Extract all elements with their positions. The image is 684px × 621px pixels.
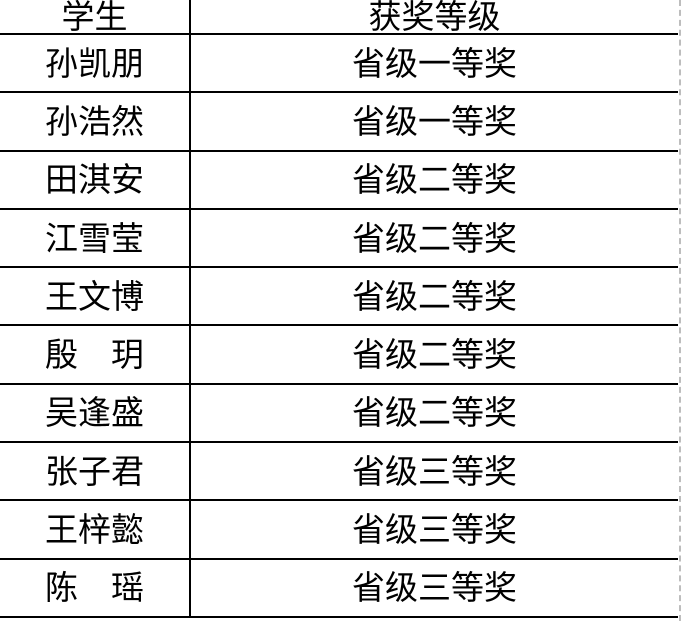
table-row: 吴逢盛 省级二等奖	[0, 383, 678, 443]
award-level-cell: 省级三等奖	[352, 451, 517, 491]
student-name-cell: 江雪莹	[0, 208, 191, 268]
table-row: 王文博 省级二等奖	[0, 267, 678, 326]
student-name-cell: 陈 瑶	[0, 558, 191, 617]
award-level-cell: 省级一等奖	[352, 101, 517, 141]
table-row: 江雪莹 省级二等奖	[0, 208, 678, 268]
table-row: 殷 玥 省级二等奖	[0, 325, 678, 384]
column-header-student: 学生	[0, 0, 191, 34]
award-level-cell: 省级二等奖	[352, 160, 517, 200]
table-row: 陈 瑶 省级三等奖	[0, 558, 678, 617]
table-row: 王梓懿 省级三等奖	[0, 500, 678, 559]
table-row: 孙浩然 省级一等奖	[0, 92, 678, 151]
award-level-cell: 省级三等奖	[352, 510, 517, 550]
award-level-cell: 省级二等奖	[352, 276, 517, 316]
student-name-cell: 张子君	[0, 442, 191, 501]
student-name-cell: 田淇安	[0, 150, 191, 209]
header-row: 学生 获奖等级	[0, 0, 678, 34]
student-name-cell: 王梓懿	[0, 500, 191, 559]
column-header-award: 获奖等级	[368, 0, 501, 34]
table-row: 孙凯朋 省级一等奖	[0, 34, 678, 93]
page-edge-guide	[679, 0, 681, 621]
student-name-cell: 王文博	[0, 267, 191, 326]
student-name-cell: 孙浩然	[0, 92, 191, 151]
student-name-cell: 孙凯朋	[0, 34, 191, 93]
award-level-cell: 省级三等奖	[352, 568, 517, 608]
award-level-cell: 省级二等奖	[352, 393, 517, 433]
award-level-cell: 省级二等奖	[352, 335, 517, 375]
table-row: 张子君 省级三等奖	[0, 442, 678, 501]
student-name-cell: 吴逢盛	[0, 383, 191, 443]
table-row: 田淇安 省级二等奖	[0, 150, 678, 209]
table-body: 孙凯朋 省级一等奖 孙浩然 省级一等奖 田淇安 省级二等奖 江雪莹 省级二等奖	[0, 34, 678, 617]
award-level-cell: 省级二等奖	[352, 218, 517, 258]
student-name-cell: 殷 玥	[0, 325, 191, 384]
award-level-cell: 省级一等奖	[352, 43, 517, 83]
